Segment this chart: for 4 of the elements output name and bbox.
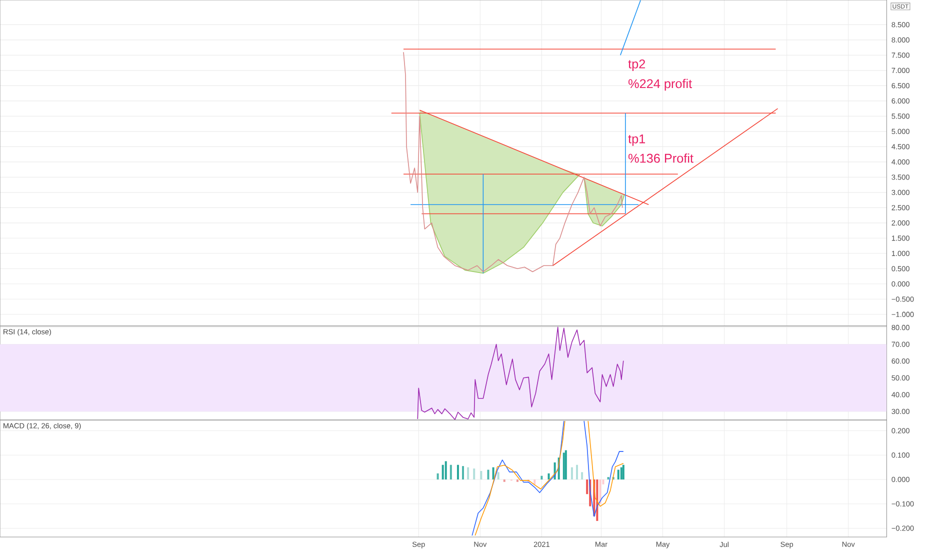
annotation: %224 profit: [628, 78, 692, 91]
annotation: tp1: [628, 134, 646, 146]
annotation: %136 Profit: [628, 153, 694, 163]
annotation: tp2: [628, 59, 646, 71]
